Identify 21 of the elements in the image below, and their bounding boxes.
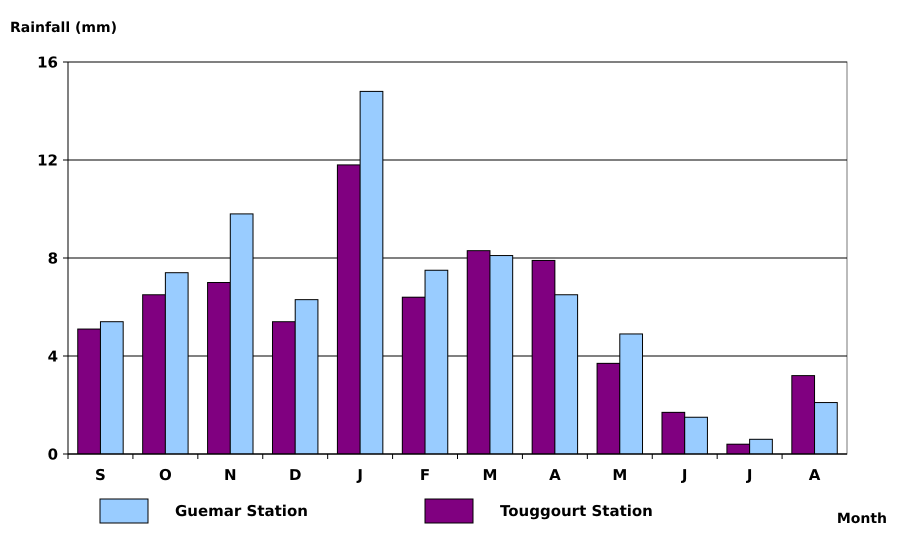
x-tick-label: N xyxy=(224,466,237,484)
legend-label: Touggourt Station xyxy=(500,502,653,520)
x-tick-label: A xyxy=(549,466,562,484)
x-tick-label: M xyxy=(482,466,498,484)
y-tick-label: 0 xyxy=(48,445,58,464)
legend-label: Guemar Station xyxy=(175,502,308,520)
y-axis-title: Rainfall (mm) xyxy=(10,20,117,36)
y-tick-label: 16 xyxy=(37,53,58,72)
x-tick-label: A xyxy=(808,466,821,484)
y-tick-label: 12 xyxy=(37,151,58,170)
x-tick-label: D xyxy=(288,466,302,484)
x-tick-label: J xyxy=(680,466,688,484)
x-tick-label: F xyxy=(420,466,430,484)
x-axis-title: Month xyxy=(836,511,887,527)
x-tick-label: J xyxy=(356,466,363,484)
x-tick-label: J xyxy=(746,466,752,484)
x-tick-label: M xyxy=(612,466,628,484)
y-tick-label: 8 xyxy=(48,249,58,268)
x-tick-label: O xyxy=(158,466,172,484)
y-tick-label: 4 xyxy=(48,347,58,366)
x-tick-label: S xyxy=(95,466,106,484)
